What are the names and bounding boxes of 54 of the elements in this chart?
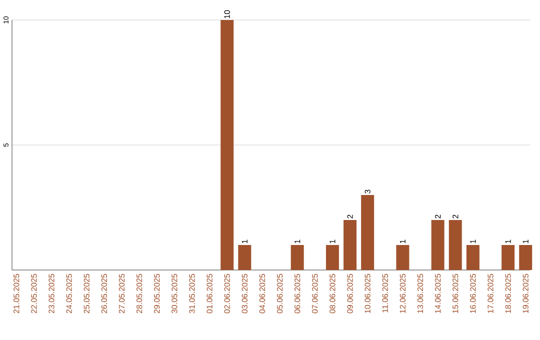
bar <box>466 245 480 270</box>
x-tick-label: 01.06.2025 <box>206 274 212 314</box>
bar <box>290 245 304 270</box>
x-tick-label: 07.06.2025 <box>312 274 318 314</box>
x-tick-label: 11.06.2025 <box>382 274 388 312</box>
x-tick-label: 19.06.2025 <box>522 274 528 313</box>
x-tick-label: 14.06.2025 <box>434 274 441 313</box>
bar <box>220 20 234 270</box>
data-label: 2 <box>452 214 458 218</box>
x-tick-label: 29.05.2025 <box>154 274 160 314</box>
data-label: 1 <box>294 240 300 244</box>
x-tick-label: 13.06.2025 <box>417 274 424 313</box>
data-label: 2 <box>347 214 353 218</box>
x-tick-label: 08.06.2025 <box>330 274 336 314</box>
x-tick-label: 09.06.2025 <box>347 274 353 314</box>
data-label: 3 <box>364 190 370 194</box>
x-tick-label: 17.06.2025 <box>488 274 494 313</box>
bar <box>361 195 374 270</box>
x-tick-label: 10.06.2025 <box>364 274 370 313</box>
x-tick-label: 31.05.2025 <box>189 274 195 314</box>
x-tick-label: 15.06.2025 <box>452 274 458 313</box>
bar <box>431 220 444 270</box>
bar <box>448 220 462 270</box>
x-tick-label: 06.06.2025 <box>294 274 300 314</box>
bar <box>396 245 410 270</box>
data-label: 1 <box>505 240 511 244</box>
data-label: 10 <box>224 10 230 18</box>
x-tick-label: 24.05.2025 <box>66 274 72 314</box>
data-label: 2 <box>435 214 441 218</box>
x-tick-label: 12.06.2025 <box>400 274 406 313</box>
x-tick-label: 27.05.2025 <box>118 274 125 314</box>
x-tick-label: 23.05.2025 <box>48 274 54 314</box>
x-tick-label: 21.05.2025 <box>14 274 20 314</box>
data-label: 1 <box>470 240 476 244</box>
data-label: 1 <box>522 240 528 244</box>
data-label: 1 <box>400 240 406 244</box>
data-label: 1 <box>330 240 336 244</box>
x-tick-label: 22.05.2025 <box>31 274 37 314</box>
x-tick-label: 28.05.2025 <box>136 274 142 314</box>
data-label: 1 <box>242 240 248 244</box>
x-tick-label: 03.06.2025 <box>242 274 248 314</box>
bar <box>326 245 339 270</box>
x-tick-label: 04.06.2025 <box>259 274 266 314</box>
x-tick-label: 02.06.2025 <box>224 274 230 314</box>
x-tick-label: 30.05.2025 <box>172 274 178 314</box>
x-tick-label: 05.06.2025 <box>276 274 283 314</box>
x-tick-label: 16.06.2025 <box>470 274 476 313</box>
bar <box>502 245 515 270</box>
x-tick-label: 26.05.2025 <box>101 274 108 314</box>
bar <box>344 220 357 270</box>
bar <box>238 245 252 270</box>
x-tick-label: 18.06.2025 <box>505 274 511 313</box>
x-tick-label: 25.05.2025 <box>84 274 90 314</box>
bar <box>519 245 532 270</box>
